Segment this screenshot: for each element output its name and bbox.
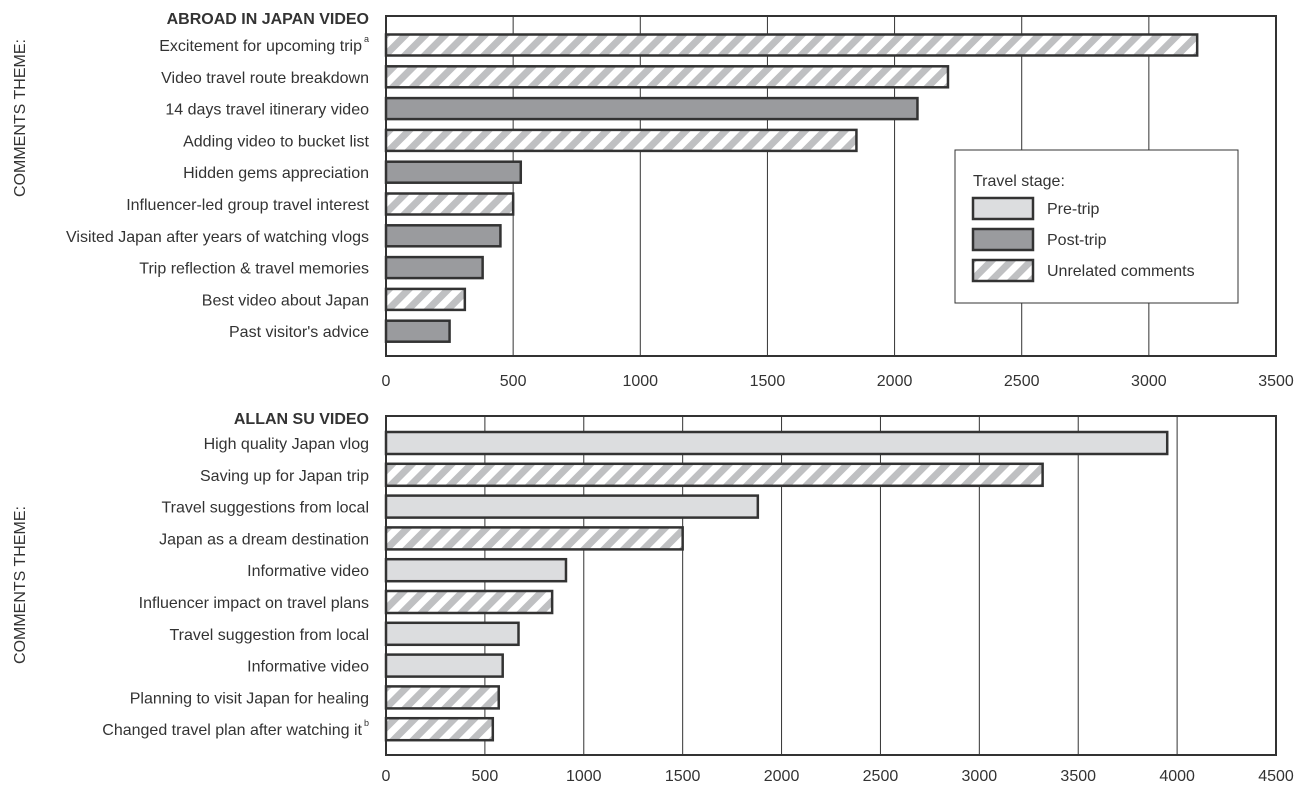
x-tick-label: 0: [382, 768, 391, 785]
category-label: Influencer impact on travel plans: [139, 595, 369, 612]
bar-unrelated: [384, 287, 467, 312]
legend-label: Pre-trip: [1047, 201, 1100, 218]
x-tick-label: 4500: [1258, 768, 1294, 785]
x-tick-label: 500: [500, 373, 527, 390]
x-tick-label: 1500: [750, 373, 786, 390]
bar-pre: [384, 621, 520, 647]
plot-frame: [385, 415, 1277, 756]
x-tick-label: 3500: [1258, 373, 1294, 390]
bar-pre: [384, 430, 1169, 456]
category-label: Saving up for Japan trip: [200, 468, 369, 485]
x-tick-label: 1500: [665, 768, 701, 785]
category-label: Trip reflection & travel memories: [139, 261, 369, 278]
panel-title: ALLAN SU VIDEO: [234, 411, 369, 428]
category-label: Japan as a dream destination: [159, 531, 369, 548]
footnote-marker: b: [364, 718, 369, 728]
category-label: Informative video: [247, 563, 369, 580]
legend: Travel stage: Pre-trip Post-trip Unrelated …: [954, 149, 1239, 304]
category-label: Visited Japan after years of watching vl…: [66, 229, 369, 246]
category-label: Adding video to bucket list: [183, 133, 369, 150]
bar-post: [384, 160, 523, 184]
legend-swatch-post: [971, 227, 1035, 252]
x-tick-label: 3000: [962, 768, 998, 785]
category-label: Changed travel plan after watching it: [102, 722, 362, 739]
category-label: Travel suggestion from local: [170, 627, 370, 644]
bar-unrelated: [384, 589, 554, 615]
bar-unrelated: [384, 685, 500, 710]
bar-post: [384, 319, 451, 343]
category-label: Best video about Japan: [202, 292, 369, 309]
bar-pre: [384, 494, 760, 519]
x-tick-label: 0: [382, 373, 391, 390]
x-tick-label: 2500: [863, 768, 899, 785]
x-tick-label: 2000: [764, 768, 800, 785]
x-tick-label: 1000: [566, 768, 602, 785]
legend-label: Post-trip: [1047, 232, 1107, 249]
x-tick-label: 3500: [1060, 768, 1096, 785]
legend-label: Unrelated comments: [1047, 263, 1195, 280]
category-label: Travel suggestions from local: [162, 500, 370, 517]
bar-unrelated: [384, 65, 950, 89]
category-label: Informative video: [247, 659, 369, 676]
x-tick-label: 1000: [622, 373, 658, 390]
chart-panel-2: 0 500 1000 1500 2000 2500 3000 3500 4000 4500 ALLA…: [12, 411, 1294, 785]
category-label: 14 days travel itinerary video: [165, 102, 369, 119]
plot-frame: [385, 15, 1277, 357]
category-label: High quality Japan vlog: [204, 436, 369, 453]
bar-unrelated: [384, 33, 1199, 57]
x-tick-label: 500: [472, 768, 499, 785]
bar-post: [384, 224, 502, 248]
bar-unrelated: [384, 716, 495, 742]
category-label: Video travel route breakdown: [161, 70, 369, 87]
x-tick-label: 2000: [877, 373, 913, 390]
bar-pre: [384, 653, 504, 678]
bar-unrelated: [384, 192, 515, 216]
bar-post: [384, 255, 484, 280]
footnote-marker: a: [364, 34, 369, 44]
chart-panel-1: 0 500 1000 1500 2000 2500 3000 3500 ABROAD IN JA…: [12, 11, 1294, 390]
bar-unrelated: [384, 462, 1044, 488]
category-label: Past visitor's advice: [229, 324, 369, 341]
category-label: Influencer-led group travel interest: [126, 197, 369, 214]
legend-title: Travel stage:: [973, 173, 1065, 190]
category-label: Excitement for upcoming trip: [159, 38, 362, 55]
legend-swatch-pre: [971, 196, 1035, 221]
bar-post: [384, 96, 919, 121]
y-axis-label: COMMENTS THEME:: [12, 39, 29, 197]
y-axis-label: COMMENTS THEME:: [12, 506, 29, 664]
panel-title: ABROAD IN JAPAN VIDEO: [167, 11, 369, 28]
bar-pre: [384, 557, 568, 583]
legend-swatch-unrelated: [971, 258, 1035, 283]
x-tick-label: 2500: [1004, 373, 1040, 390]
x-tick-label: 3000: [1131, 373, 1167, 390]
category-label: Hidden gems appreciation: [183, 165, 369, 182]
category-label: Planning to visit Japan for healing: [130, 690, 369, 707]
bar-unrelated: [384, 526, 684, 551]
x-tick-label: 4000: [1159, 768, 1195, 785]
bar-unrelated: [384, 128, 858, 153]
